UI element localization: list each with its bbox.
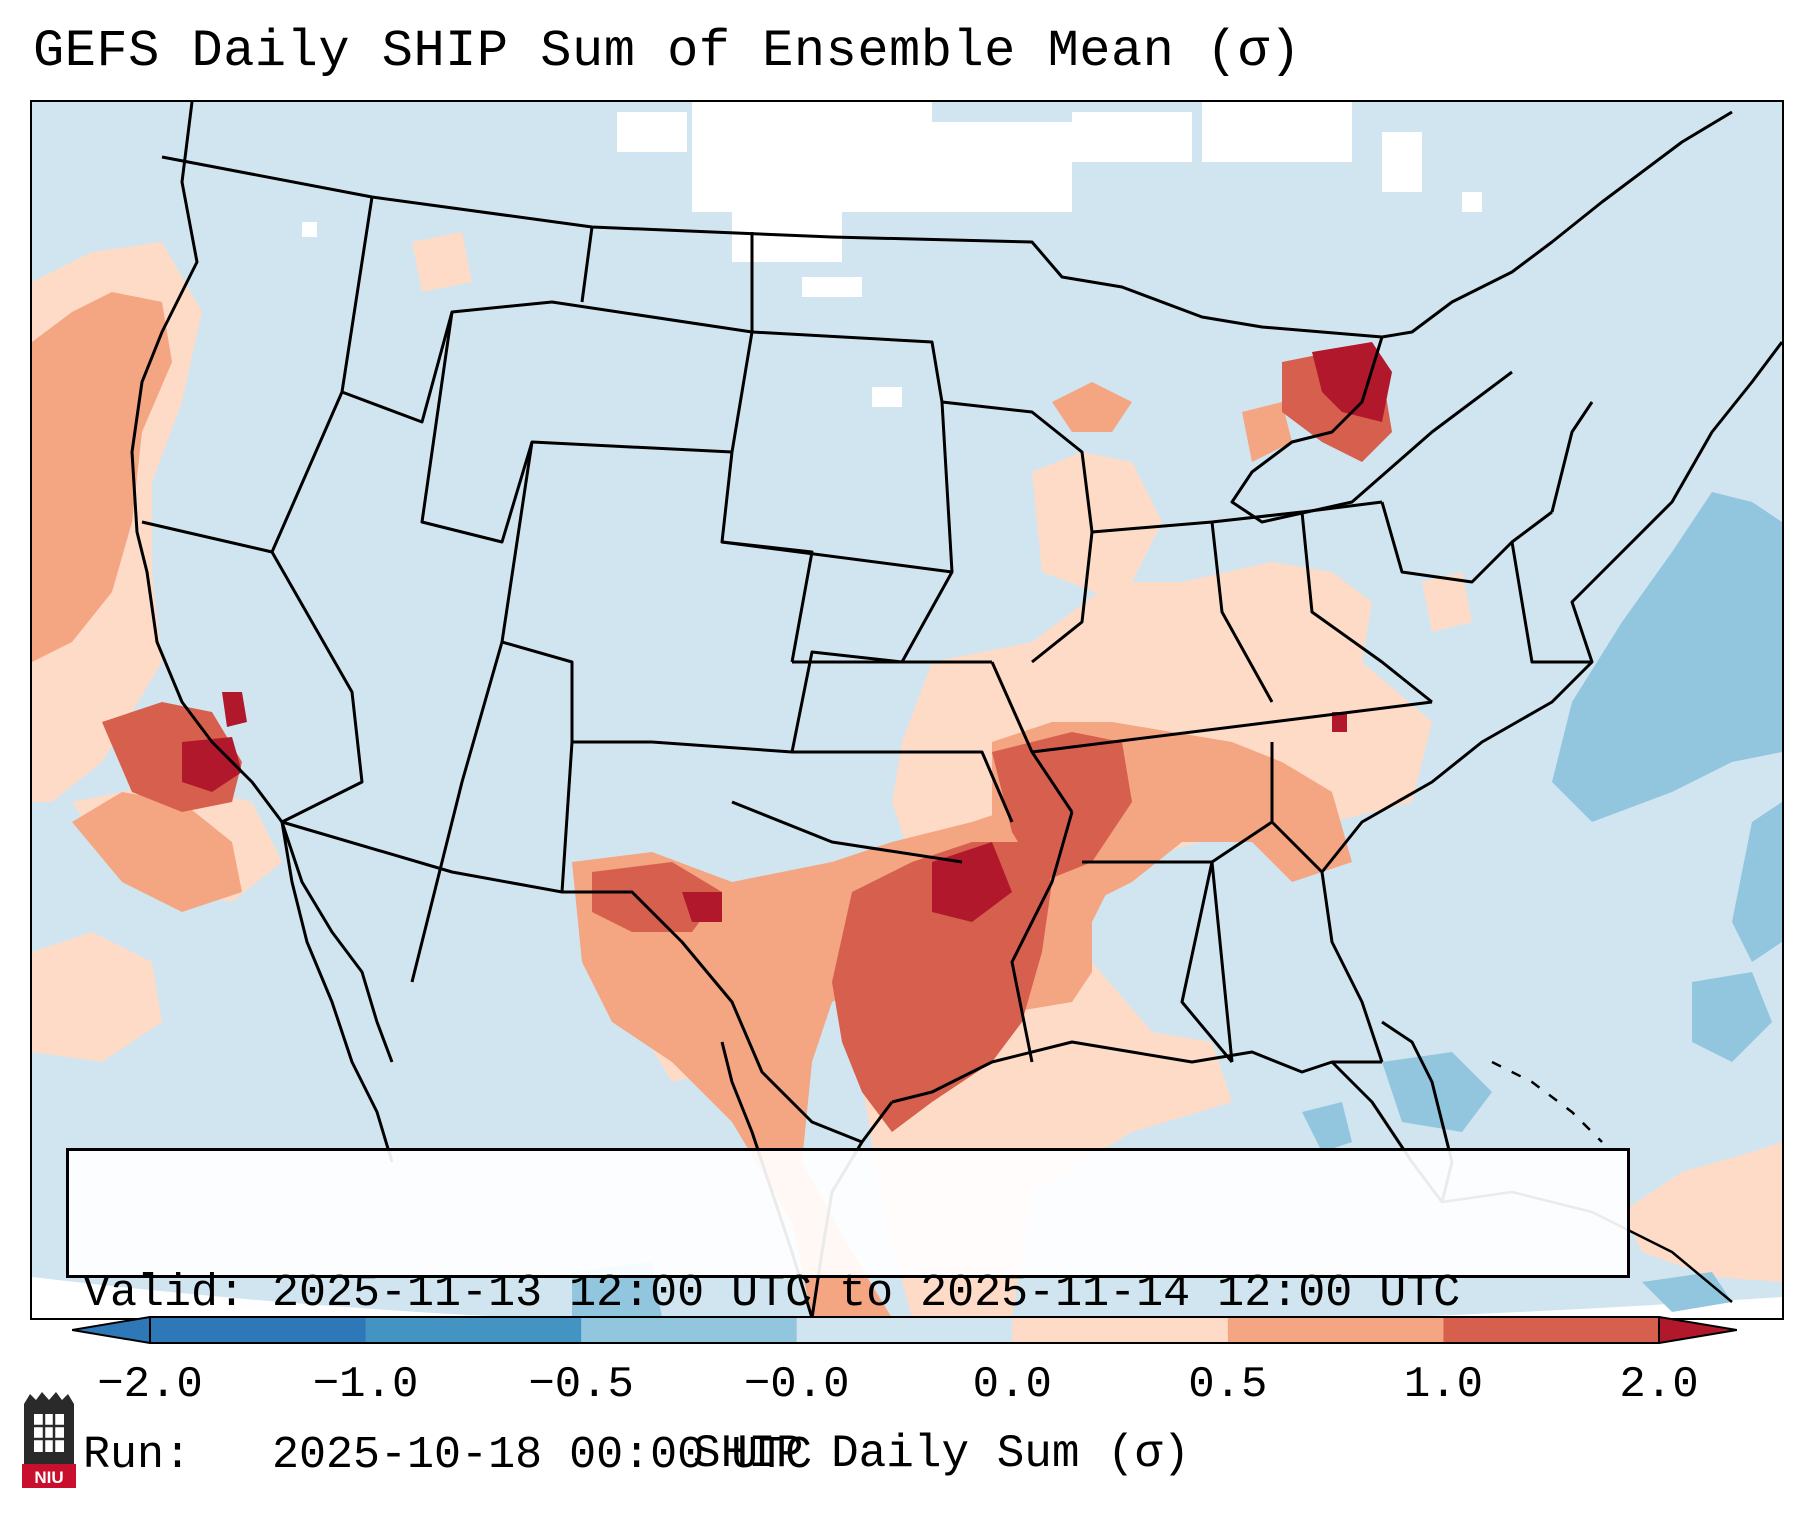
map-panel[interactable] bbox=[30, 100, 1784, 1320]
colorbar-bin bbox=[1012, 1317, 1229, 1343]
map-title: GEFS Daily SHIP Sum of Ensemble Mean (σ) bbox=[33, 22, 1302, 81]
colorbar-bin bbox=[1443, 1317, 1660, 1343]
valid-time-text: Valid: 2025-11-13 12:00 UTC to 2025-11-1… bbox=[83, 1268, 1461, 1319]
colorbar-tick-label: −0.5 bbox=[528, 1360, 634, 1410]
niu-logo-icon: NIU bbox=[22, 1392, 76, 1488]
anomaly-above-2.0 bbox=[182, 342, 1392, 922]
colorbar-bin bbox=[1227, 1317, 1444, 1343]
colorbar-extend-low bbox=[72, 1317, 150, 1343]
map-svg bbox=[32, 102, 1782, 1318]
colorbar-tick-label: 2.0 bbox=[1619, 1360, 1699, 1410]
colorbar-tick-label: −0.0 bbox=[743, 1360, 850, 1410]
colorbar-tick-label: −1.0 bbox=[312, 1360, 419, 1410]
svg-text:NIU: NIU bbox=[34, 1468, 63, 1487]
colorbar-bin bbox=[796, 1317, 1013, 1343]
colorbar-bin bbox=[150, 1317, 367, 1343]
colorbar-bin bbox=[581, 1317, 798, 1343]
valid-run-info-box: Valid: 2025-11-13 12:00 UTC to 2025-11-1… bbox=[66, 1148, 1630, 1481]
colorbar-tick-label: −2.0 bbox=[97, 1360, 203, 1410]
colorbar-tick-label: 0.0 bbox=[972, 1360, 1052, 1410]
colorbar-label: SHIP Daily Sum (σ) bbox=[693, 1428, 1190, 1480]
colorbar bbox=[72, 1316, 1737, 1344]
anomaly-neg-0.5 bbox=[572, 492, 1782, 1318]
colorbar-extend-high bbox=[1659, 1317, 1737, 1343]
run-time-text: Run: 2025-10-18 00:00 UTC bbox=[83, 1430, 813, 1481]
near-zero-patches bbox=[302, 102, 1482, 407]
colorbar-bin bbox=[365, 1317, 582, 1343]
colorbar-tick-label: 1.0 bbox=[1403, 1360, 1484, 1410]
political-boundaries bbox=[130, 102, 1782, 1318]
colorbar-tick-label: 0.5 bbox=[1188, 1360, 1268, 1410]
